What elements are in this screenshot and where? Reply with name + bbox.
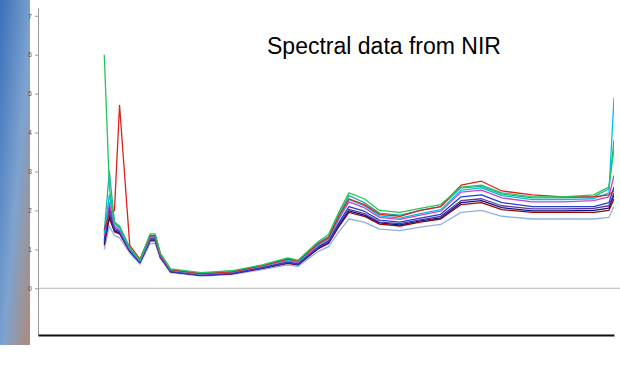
y-tick: 2 bbox=[28, 207, 38, 214]
y-tick: 7 bbox=[28, 13, 38, 20]
y-tick-mark bbox=[35, 288, 38, 289]
spectrum-line bbox=[104, 207, 614, 277]
plot-area bbox=[104, 55, 614, 277]
x-axis-line bbox=[39, 335, 615, 337]
y-axis-line bbox=[38, 9, 39, 336]
y-tick-label: 3 bbox=[28, 168, 32, 175]
y-tick: 5 bbox=[28, 90, 38, 97]
y-tick-mark bbox=[35, 133, 38, 134]
x-axis bbox=[39, 335, 615, 336]
y-tick: 0 bbox=[28, 285, 38, 292]
photo-strip bbox=[0, 0, 30, 345]
y-tick-mark bbox=[35, 16, 38, 17]
y-tick-mark bbox=[35, 249, 38, 250]
y-tick-label: 2 bbox=[28, 207, 32, 214]
y-tick-label: 0 bbox=[28, 285, 32, 292]
y-tick: 1 bbox=[28, 246, 38, 253]
y-tick: 4 bbox=[28, 129, 38, 136]
y-tick-mark bbox=[35, 210, 38, 211]
zero-line bbox=[38, 288, 620, 289]
spectrum-line bbox=[104, 55, 614, 273]
chart: 0 1 2 3 4 5 6 7 Spectral data from NIR bbox=[0, 0, 620, 365]
y-axis: 0 1 2 3 4 5 6 7 bbox=[28, 9, 38, 336]
y-tick-label: 5 bbox=[28, 90, 32, 97]
y-tick-mark bbox=[35, 94, 38, 95]
y-tick: 3 bbox=[28, 168, 38, 175]
y-tick-mark bbox=[35, 55, 38, 56]
spectrum-line bbox=[104, 98, 614, 274]
spectrum-line bbox=[104, 175, 614, 274]
y-tick-label: 7 bbox=[28, 13, 32, 20]
y-tick: 6 bbox=[28, 51, 38, 58]
y-tick-mark bbox=[35, 172, 38, 173]
y-tick-label: 6 bbox=[28, 51, 32, 58]
spectrum-line bbox=[104, 105, 614, 273]
title: Spectral data from NIR bbox=[267, 33, 501, 59]
spectrum-line bbox=[104, 140, 614, 273]
y-tick-label: 1 bbox=[28, 246, 32, 253]
y-tick-label: 4 bbox=[28, 129, 32, 136]
